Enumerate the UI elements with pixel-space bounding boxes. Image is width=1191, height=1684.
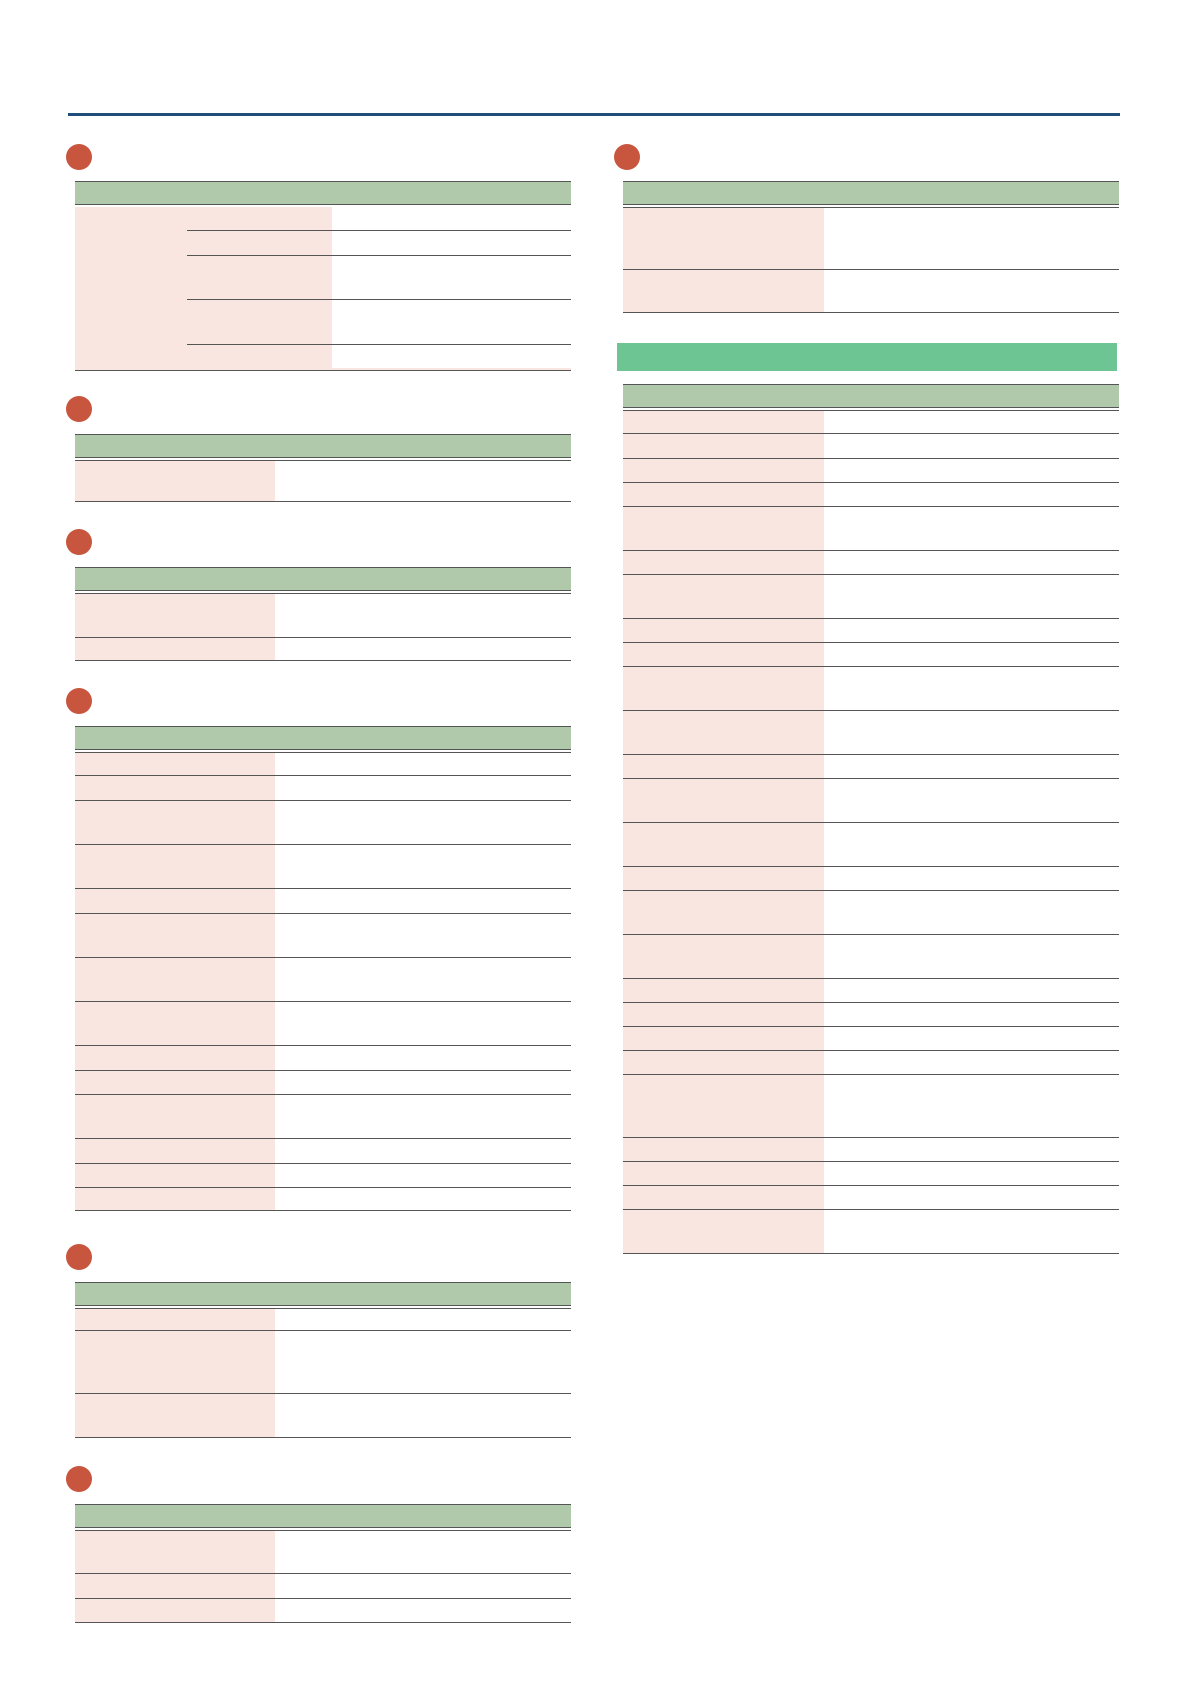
table-row: [75, 844, 571, 888]
table-row: [187, 345, 571, 368]
table-row: [623, 1185, 1119, 1209]
top-rule: [68, 113, 1120, 116]
table-header: [75, 181, 571, 205]
table-row: [623, 1161, 1119, 1185]
table-row: [623, 710, 1119, 754]
table-row: [623, 618, 1119, 642]
table-row: [623, 1209, 1119, 1253]
table-4: [75, 726, 571, 1211]
table-1-body: [75, 207, 571, 371]
table-row: [75, 1530, 571, 1573]
table-row: [75, 1045, 571, 1070]
table-row: [75, 1393, 571, 1437]
table-row: [75, 1573, 571, 1598]
table-row: [623, 642, 1119, 666]
table-row: [623, 666, 1119, 710]
table-row: [623, 1137, 1119, 1161]
table-5: [75, 1282, 571, 1438]
table-row: [623, 574, 1119, 618]
table-row: [623, 433, 1119, 458]
table-header: [75, 1504, 571, 1528]
table-row: [623, 1002, 1119, 1026]
section-badge-5: [66, 1244, 92, 1270]
table-header: [623, 384, 1119, 408]
table-row: [75, 460, 571, 501]
section-badge-4: [66, 688, 92, 714]
table-row: [623, 207, 1119, 269]
nested-rows: [187, 207, 571, 368]
table-row: [623, 506, 1119, 550]
table-3: [75, 567, 571, 661]
table-8: [623, 384, 1119, 1254]
table-row: [75, 775, 571, 800]
table-header: [75, 726, 571, 750]
table-header: [623, 181, 1119, 205]
table-row: [75, 1070, 571, 1094]
table-row: [623, 1026, 1119, 1050]
table-row: [187, 207, 571, 231]
section-badge-2: [66, 396, 92, 422]
table-row: [75, 1094, 571, 1138]
table-row: [623, 1074, 1119, 1137]
table-row: [75, 957, 571, 1001]
table-row: [623, 550, 1119, 574]
table-row: [623, 482, 1119, 506]
table-row: [75, 637, 571, 660]
table-row: [75, 752, 571, 775]
table-row: [75, 1330, 571, 1393]
table-row: [75, 593, 571, 637]
table-2: [75, 434, 571, 502]
table-row: [623, 866, 1119, 890]
table-header: [75, 434, 571, 458]
table-row: [187, 231, 571, 256]
table-row: [623, 934, 1119, 978]
table-row: [187, 256, 571, 300]
section-badge-3: [66, 529, 92, 555]
table-row: [187, 300, 571, 345]
section-badge-1: [66, 144, 92, 170]
table-row: [75, 1598, 571, 1622]
section-banner: [617, 343, 1117, 371]
table-row: [75, 1138, 571, 1163]
section-badge-6: [66, 1466, 92, 1492]
table-row: [623, 890, 1119, 934]
table-row: [623, 1050, 1119, 1074]
table-7: [623, 181, 1119, 313]
table-row: [623, 778, 1119, 822]
table-row: [623, 410, 1119, 433]
table-row: [623, 269, 1119, 312]
table-row: [623, 458, 1119, 482]
table-row: [623, 822, 1119, 866]
table-row: [623, 978, 1119, 1002]
table-row: [75, 1187, 571, 1210]
table-1: [75, 181, 571, 205]
table-header: [75, 1282, 571, 1306]
table-row: [75, 1308, 571, 1330]
table-row: [623, 754, 1119, 778]
table-6: [75, 1504, 571, 1623]
table-row: [75, 913, 571, 957]
table-row: [75, 1163, 571, 1187]
table-row: [75, 1001, 571, 1045]
table-row: [75, 800, 571, 844]
table-header: [75, 567, 571, 591]
table-row: [75, 888, 571, 913]
section-badge-7: [614, 144, 640, 170]
